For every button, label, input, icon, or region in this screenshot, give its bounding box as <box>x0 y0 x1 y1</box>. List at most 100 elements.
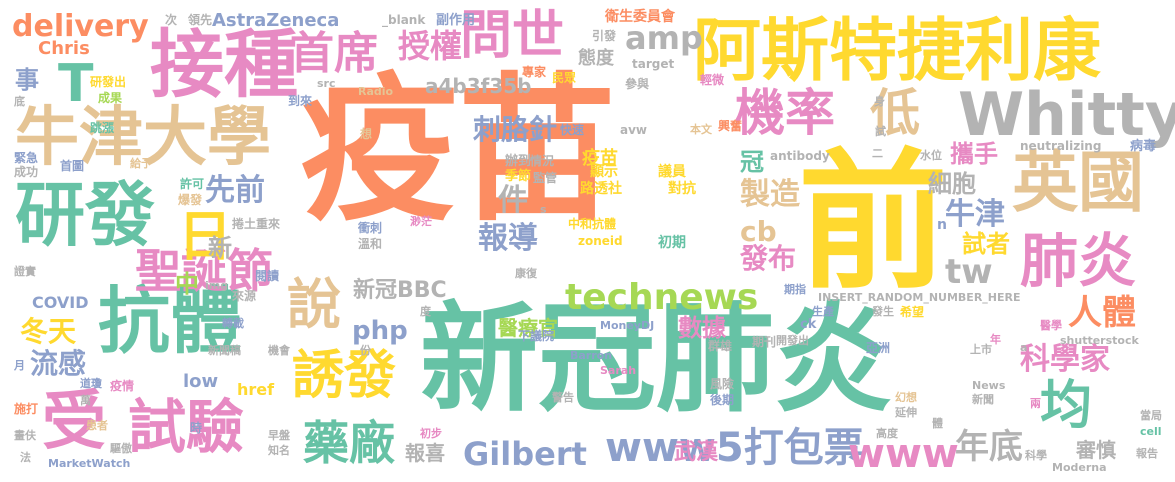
cloud-word: 事 <box>15 66 39 94</box>
cloud-word: 抗體 <box>98 279 243 363</box>
cloud-word: 畫伕 <box>14 429 36 442</box>
cloud-word: 聖誕節 <box>135 244 273 298</box>
cloud-word: 醫學 <box>1040 319 1062 332</box>
cloud-word: 後期 <box>710 393 735 407</box>
cloud-word: INSERT_RANDOM_NUMBER_HERE <box>818 291 1021 304</box>
cloud-word: 期指 <box>784 283 806 296</box>
cloud-word: 到來 <box>288 94 313 108</box>
cloud-word: 快速 <box>560 123 585 137</box>
cloud-word: 給予 <box>130 157 152 170</box>
cloud-word: 先前 <box>205 173 265 208</box>
cloud-word: 想 <box>360 127 373 141</box>
cloud-word: 牛津 <box>945 197 1005 232</box>
cloud-word: 首席 <box>290 28 378 79</box>
cloud-word: 牛津大學 <box>15 101 271 175</box>
cloud-word: 轉載 <box>222 317 244 330</box>
cloud-word: 態度 <box>578 48 614 69</box>
cloud-word: 成功 <box>14 165 39 179</box>
cloud-word: 證實 <box>14 265 36 278</box>
cloud-word: 時 <box>190 421 203 435</box>
cloud-word: src <box>317 77 336 90</box>
cloud-word: 道瓊 <box>80 377 102 390</box>
cloud-word: 初期 <box>658 235 686 251</box>
cloud-word: 科學家 <box>1020 342 1110 377</box>
cloud-word: 冬天 <box>20 315 77 348</box>
cloud-word: 說 <box>287 273 341 336</box>
cloud-word: 醫療官 <box>498 316 558 340</box>
cloud-word: 接種 <box>150 22 298 108</box>
cloud-word: 期刊 <box>752 335 777 349</box>
cloud-word: 審慎 <box>1076 438 1116 462</box>
cloud-word: 中 <box>175 270 199 298</box>
cloud-word: Gilbert <box>463 435 587 473</box>
cloud-word: 年 <box>990 333 1001 346</box>
cloud-word: zoneid <box>578 234 623 248</box>
cloud-word: 跳漲 <box>90 121 115 135</box>
cloud-word: 驅傲 <box>110 442 132 455</box>
cloud-word: News <box>972 379 1006 392</box>
cloud-word: 細胞 <box>928 170 976 198</box>
cloud-word: 許可 <box>180 177 205 191</box>
cloud-word: 興奮 <box>718 119 743 133</box>
cloud-word: cell <box>1140 425 1162 438</box>
cloud-word: 年底 <box>955 427 1023 467</box>
cloud-word: 度 <box>420 305 431 318</box>
cloud-word: 議員 <box>658 164 686 180</box>
cloud-word: 亞洲 <box>866 341 891 355</box>
cloud-word: 報喜 <box>405 441 445 465</box>
cloud-word: 報導 <box>478 221 538 256</box>
cloud-word: low <box>183 371 219 392</box>
cloud-word: s <box>540 203 547 216</box>
cloud-word: img <box>205 279 229 292</box>
cloud-word: 攜手 <box>950 140 998 168</box>
cloud-word: 阿斯特捷利康 <box>693 12 1102 91</box>
cloud-word: delivery <box>12 9 149 44</box>
cloud-word: cb <box>740 215 777 248</box>
cloud-word: 發布 <box>740 242 797 275</box>
cloud-word: 成果 <box>98 91 123 105</box>
cloud-word: 幻想 <box>895 391 917 404</box>
cloud-word: 早盤 <box>268 429 290 442</box>
cloud-word: 問世 <box>460 6 565 66</box>
cloud-word: 刺胳針 <box>473 113 558 146</box>
cloud-word: Sarah <box>600 364 637 377</box>
cloud-word: 冠 <box>740 148 764 176</box>
cloud-word: a4b3f35b <box>425 74 532 98</box>
cloud-word: target <box>632 57 675 71</box>
cloud-word: 疫苗 <box>582 148 618 169</box>
cloud-word: 下議院 <box>518 329 555 343</box>
cloud-word: 新冠肺炎 <box>420 290 893 428</box>
cloud-word: 爆發 <box>178 193 203 207</box>
cloud-word: Chris <box>38 38 90 59</box>
cloud-word: technews <box>565 277 759 318</box>
cloud-word: Barron <box>570 349 613 362</box>
cloud-word: 疫苗 <box>300 59 616 243</box>
cloud-word: shutterstock <box>1060 334 1139 347</box>
cloud-word: _blank <box>382 13 426 27</box>
cloud-word: 研發出 <box>90 75 127 89</box>
cloud-word: 試者 <box>962 230 1010 258</box>
cloud-word: 疫情 <box>110 379 135 393</box>
cloud-word: 次 <box>165 13 178 27</box>
cloud-word: 衛生委員會 <box>605 9 675 25</box>
cloud-word: 溫和 <box>358 237 383 251</box>
cloud-word: 渺茫 <box>410 215 432 228</box>
cloud-word: 試 <box>875 125 886 138</box>
cloud-word: 試驗 <box>128 393 245 461</box>
cloud-word: 萬 <box>80 394 91 407</box>
cloud-word: 康復 <box>515 267 537 280</box>
cloud-word: 情況 <box>530 154 555 168</box>
cloud-word: 製造 <box>740 177 800 212</box>
cloud-word: 流感 <box>30 347 87 380</box>
cloud-word: neutralizing <box>1020 139 1102 153</box>
cloud-word: tw <box>945 252 993 292</box>
cloud-word: 低 <box>870 84 920 142</box>
cloud-word: 份 <box>360 344 371 357</box>
cloud-word: 前 <box>798 136 949 310</box>
cloud-word: avw <box>620 123 648 137</box>
cloud-word: AstraZeneca <box>212 10 340 31</box>
cloud-word: 施打 <box>14 402 39 416</box>
cloud-word: 英國 <box>1012 144 1144 221</box>
cloud-word: 武漢 <box>674 440 719 465</box>
